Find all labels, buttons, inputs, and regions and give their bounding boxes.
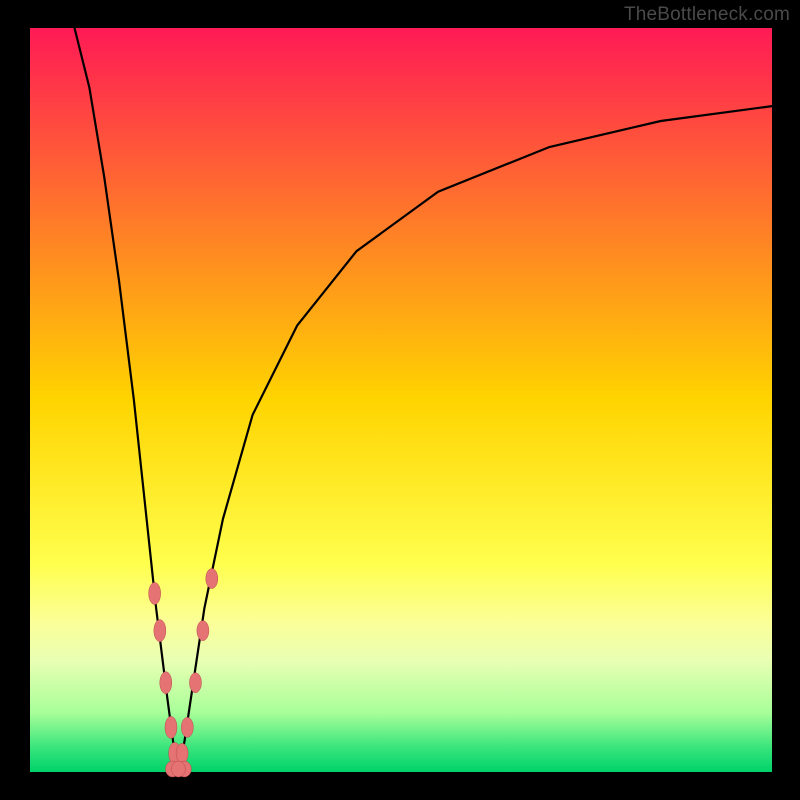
marker [206,569,218,589]
marker [171,761,185,777]
watermark-text: TheBottleneck.com [624,4,790,26]
plot-background [30,28,772,772]
marker [181,717,193,737]
chart-stage: TheBottleneck.com [0,0,800,800]
chart-svg [0,0,800,800]
marker [176,743,188,763]
marker [149,582,161,604]
marker [189,673,201,693]
marker [165,716,177,738]
marker [160,672,172,694]
marker [197,621,209,641]
marker [154,620,166,642]
